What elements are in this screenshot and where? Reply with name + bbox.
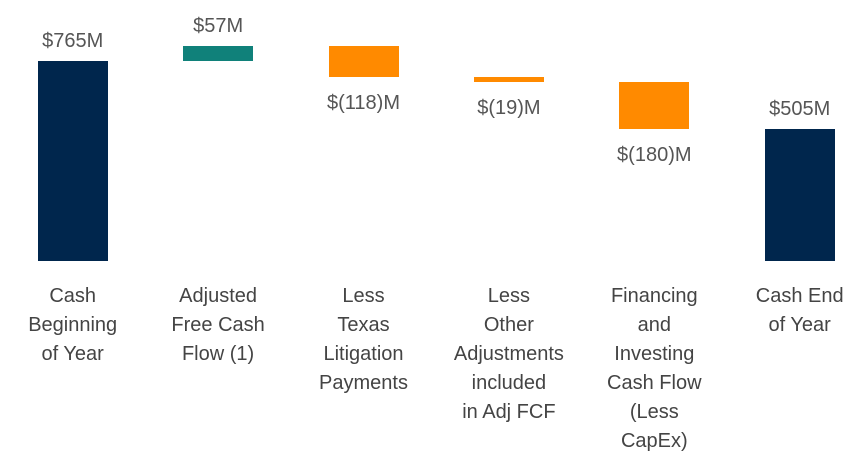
category-label: Less Texas Litigation Payments bbox=[319, 285, 408, 394]
value-label: $505M bbox=[769, 97, 831, 120]
value-label: $(19)M bbox=[477, 96, 541, 119]
bar bbox=[183, 46, 254, 61]
bar bbox=[328, 46, 399, 77]
bar bbox=[37, 60, 108, 261]
bar bbox=[473, 76, 544, 82]
category-label: Cash End of Year bbox=[755, 285, 844, 336]
category-label: Cash Beginning of Year bbox=[28, 285, 118, 365]
value-label: $(118)M bbox=[327, 91, 400, 114]
value-label: $765M bbox=[42, 29, 104, 52]
bar bbox=[619, 81, 690, 129]
category-label: Less Other Adjustments included in Adj F… bbox=[453, 285, 564, 423]
category-label: Financing and Investing Cash Flow (Less … bbox=[607, 285, 702, 452]
bar bbox=[764, 128, 835, 261]
category-label: Adjusted Free Cash Flow (1) bbox=[171, 285, 265, 365]
value-label: $57M bbox=[193, 15, 244, 37]
value-label: $(180)M bbox=[617, 143, 692, 166]
